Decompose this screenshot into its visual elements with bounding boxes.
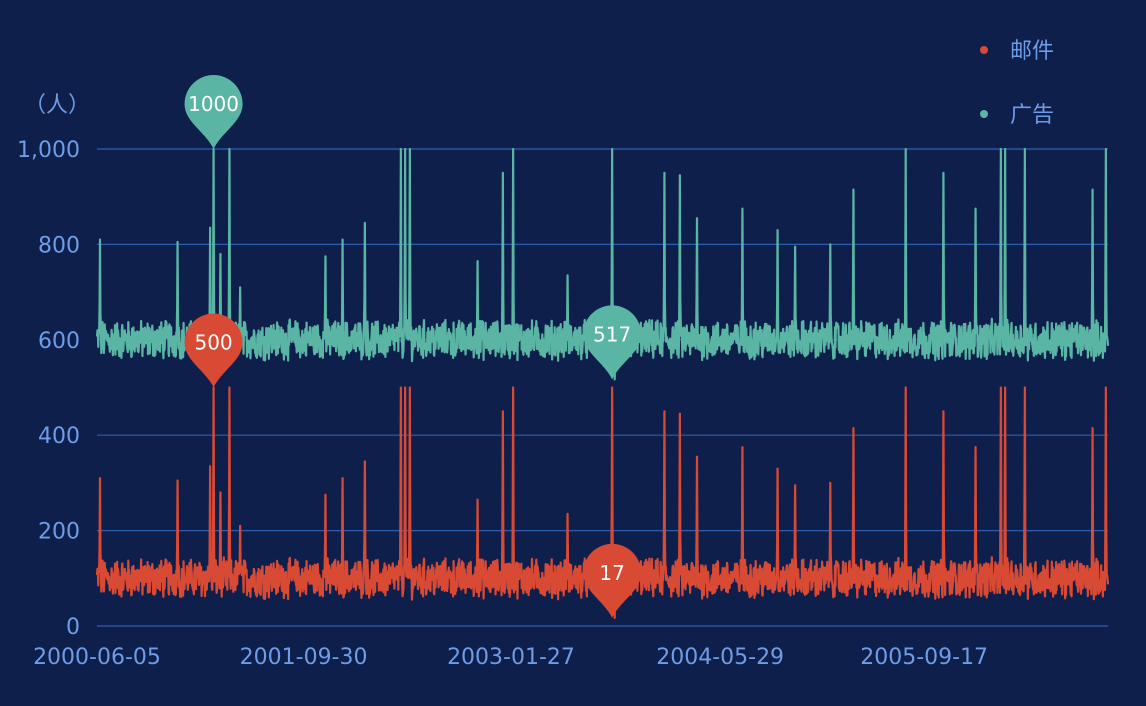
marker-label: 500: [194, 331, 232, 355]
y-tick-label: 1,000: [17, 138, 80, 163]
x-tick-label: 2001-09-30: [240, 645, 368, 670]
legend-marker: [980, 110, 988, 118]
marker-pin-shape: [583, 305, 642, 380]
x-tick-label: 2004-05-29: [656, 645, 784, 670]
y-axis-ticks: 0 200 400 600 800 1,000: [17, 138, 80, 640]
y-tick-label: 400: [38, 424, 80, 449]
legend-item[interactable]: 邮件: [980, 39, 1054, 64]
marker-pin[interactable]: 1000: [184, 74, 243, 149]
marker-label: 17: [599, 561, 624, 585]
legend-label: 广告: [1010, 103, 1054, 128]
marker-pin-shape: [184, 313, 243, 388]
x-tick-label: 2005-09-17: [860, 645, 988, 670]
legend-item[interactable]: 广告: [980, 103, 1054, 128]
marker-pin[interactable]: 500: [184, 313, 243, 388]
markers: 1000 500 517 17: [184, 74, 642, 618]
marker-label: 1000: [188, 92, 239, 116]
y-tick-label: 600: [38, 329, 80, 354]
y-tick-label: 800: [38, 233, 80, 258]
marker-pin[interactable]: 17: [583, 543, 642, 618]
legend-label: 邮件: [1010, 39, 1054, 64]
x-tick-label: 2003-01-27: [447, 645, 575, 670]
marker-label: 517: [593, 322, 631, 346]
x-axis-ticks: 2000-06-05 2001-09-30 2003-01-27 2004-05-29…: [33, 645, 988, 670]
marker-pin-shape: [583, 543, 642, 618]
legend-marker: [980, 46, 988, 54]
marker-pin[interactable]: 517: [583, 305, 642, 380]
marker-pin-shape: [184, 74, 243, 149]
y-tick-label: 200: [38, 520, 80, 545]
x-tick-label: 2000-06-05: [33, 645, 161, 670]
y-axis-label: （人）: [24, 93, 90, 118]
y-tick-label: 0: [66, 615, 80, 640]
